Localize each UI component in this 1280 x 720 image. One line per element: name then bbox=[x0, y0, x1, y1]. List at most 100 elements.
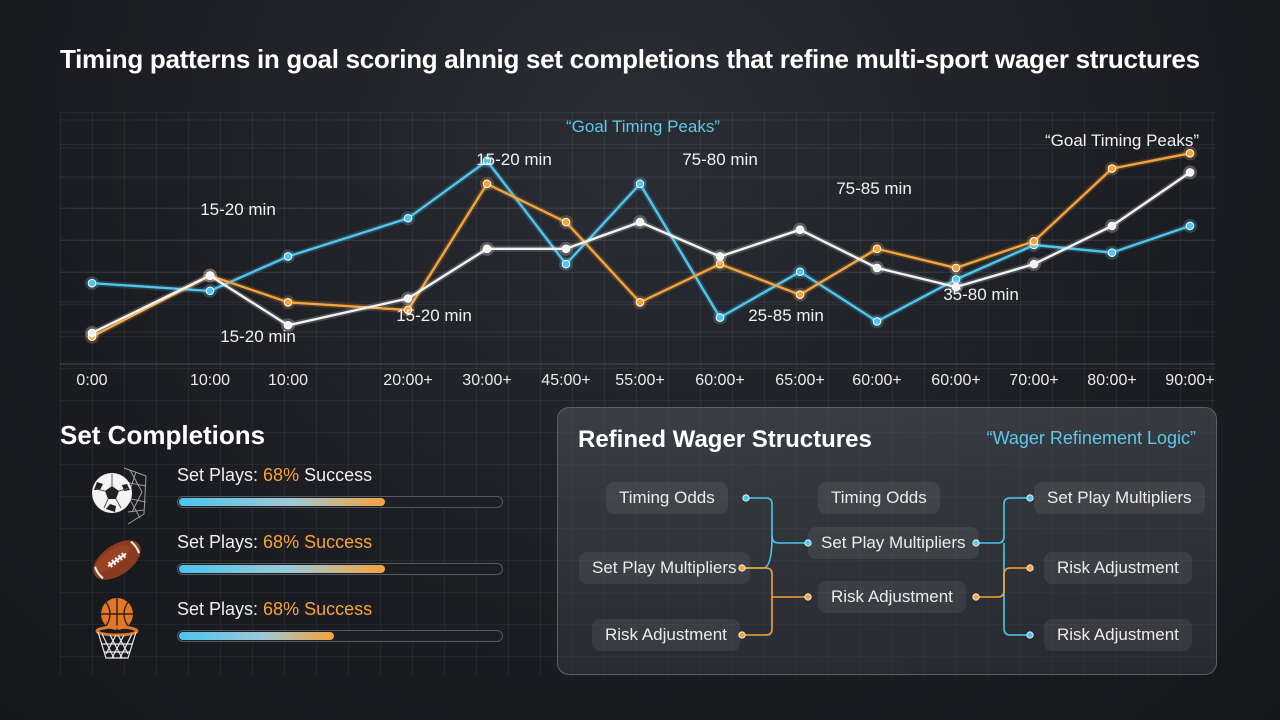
x-tick-label: 65:00+ bbox=[775, 372, 824, 389]
chart-annotation: 35-80 min bbox=[943, 285, 1019, 304]
set-row-label: Set Plays: 68% Success bbox=[177, 532, 373, 552]
x-tick-label: 10:00 bbox=[190, 372, 230, 389]
page-title: Timing patterns in goal scoring alnnig s… bbox=[60, 44, 1200, 74]
flow-dot bbox=[804, 539, 812, 547]
node-set-play-multipliers-right: Set Play Multipliers bbox=[1034, 482, 1205, 514]
flow-connector bbox=[742, 597, 773, 636]
data-point bbox=[1185, 221, 1195, 231]
set-row-soccer: Set Plays: 68% Success bbox=[84, 462, 514, 525]
chart-annotation: 75-85 min bbox=[836, 179, 912, 198]
flow-dot bbox=[738, 564, 746, 572]
set-row-american-football: Set Plays: 68% Success bbox=[84, 529, 514, 591]
flow-connector bbox=[976, 567, 1030, 598]
data-point bbox=[872, 317, 882, 326]
data-point bbox=[1107, 164, 1117, 173]
flow-dot bbox=[1026, 564, 1034, 572]
progress-fill bbox=[179, 498, 386, 506]
x-tick-label: 60:00+ bbox=[695, 372, 744, 389]
data-point bbox=[403, 305, 413, 315]
chart-annotation: “Goal Timing Peaks” bbox=[1045, 131, 1199, 150]
flow-connector bbox=[976, 497, 1030, 544]
wager-title: Refined Wager Structures bbox=[578, 426, 872, 453]
series-line bbox=[91, 159, 1191, 323]
data-point bbox=[795, 290, 805, 299]
data-point bbox=[1185, 168, 1195, 177]
node-set-play-multipliers-center: Set Play Multipliers bbox=[808, 527, 979, 559]
node-timing-odds: Timing Odds bbox=[606, 482, 728, 514]
chart-annotation: 15-20 min bbox=[200, 200, 276, 219]
data-point bbox=[283, 252, 293, 261]
data-point bbox=[795, 267, 805, 277]
node-risk-adjustment: Risk Adjustment bbox=[592, 619, 740, 651]
x-tick-label: 30:00+ bbox=[462, 372, 511, 389]
series-line bbox=[91, 152, 1191, 338]
data-point bbox=[635, 298, 645, 307]
x-tick-label: 55:00+ bbox=[615, 372, 664, 389]
chart-annotation: 75-80 min bbox=[682, 150, 758, 169]
x-tick-label: 90:00+ bbox=[1165, 372, 1214, 389]
data-point bbox=[715, 252, 725, 261]
x-tick-label: 45:00+ bbox=[541, 372, 590, 389]
wager-panel: Refined Wager Structures “Wager Refineme… bbox=[557, 407, 1217, 675]
data-point bbox=[951, 282, 961, 292]
flow-dot bbox=[1026, 631, 1034, 639]
progress-track bbox=[177, 630, 503, 642]
series-line bbox=[91, 171, 1191, 334]
chart-annotation: “Goal Timing Peaks” bbox=[566, 117, 720, 136]
x-tick-label: 60:00+ bbox=[931, 372, 980, 389]
x-tick-label: 20:00+ bbox=[383, 372, 432, 389]
data-point bbox=[283, 298, 293, 307]
data-point bbox=[482, 156, 492, 166]
data-point bbox=[1107, 248, 1117, 257]
data-point bbox=[561, 259, 571, 269]
chart-annotation: 15-20 min bbox=[396, 306, 472, 325]
set-row-basketball: Set Plays: 68% Success bbox=[84, 596, 514, 659]
data-point bbox=[872, 244, 882, 254]
x-tick-label: 60:00+ bbox=[852, 372, 901, 389]
node-timing-odds-center: Timing Odds bbox=[818, 482, 940, 514]
data-point bbox=[1029, 236, 1039, 246]
x-tick-label: 70:00+ bbox=[1009, 372, 1058, 389]
data-point bbox=[1107, 221, 1117, 231]
node-risk-adjustment-center: Risk Adjustment bbox=[818, 581, 966, 613]
flow-connector bbox=[1003, 543, 1030, 636]
american-football-icon bbox=[93, 540, 141, 580]
progress-track bbox=[177, 563, 503, 575]
node-risk-adjustment-right-bottom: Risk Adjustment bbox=[1044, 619, 1192, 651]
data-point bbox=[1185, 148, 1195, 158]
data-point bbox=[561, 244, 571, 254]
data-point bbox=[283, 320, 293, 330]
set-row-label: Set Plays: 68% Success bbox=[177, 599, 373, 619]
flow-dot bbox=[804, 593, 812, 601]
data-point bbox=[403, 213, 413, 223]
chart-annotation: 15-20 min bbox=[220, 327, 296, 346]
flow-connectors bbox=[738, 494, 1034, 639]
flow-dot bbox=[742, 494, 750, 502]
wager-logic-label: “Wager Refinement Logic” bbox=[986, 428, 1196, 448]
x-tick-label: 80:00+ bbox=[1087, 372, 1136, 389]
basketball-icon bbox=[95, 598, 139, 659]
progress-fill bbox=[179, 565, 386, 573]
node-set-play-multipliers: Set Play Multipliers bbox=[579, 552, 750, 584]
progress-track bbox=[177, 496, 503, 508]
soccer-ball-icon bbox=[92, 467, 147, 525]
flow-dot bbox=[1026, 494, 1034, 502]
data-point bbox=[482, 179, 492, 189]
progress-fill bbox=[179, 632, 334, 640]
set-row-label: Set Plays: 68% Success bbox=[177, 465, 373, 485]
data-point bbox=[872, 263, 882, 273]
flow-dot bbox=[972, 593, 980, 601]
data-point bbox=[951, 263, 961, 273]
data-point bbox=[715, 313, 725, 322]
data-point bbox=[482, 244, 492, 254]
data-point bbox=[205, 271, 215, 280]
data-point bbox=[205, 286, 215, 296]
flow-connector bbox=[746, 497, 808, 544]
flow-dot bbox=[972, 539, 980, 547]
x-tick-label: 0:00 bbox=[76, 372, 107, 389]
node-risk-adjustment-right: Risk Adjustment bbox=[1044, 552, 1192, 584]
data-point bbox=[635, 179, 645, 189]
chart-annotation: 25-85 min bbox=[748, 306, 824, 325]
set-completions-title: Set Completions bbox=[60, 420, 266, 450]
flow-dot bbox=[738, 631, 746, 639]
